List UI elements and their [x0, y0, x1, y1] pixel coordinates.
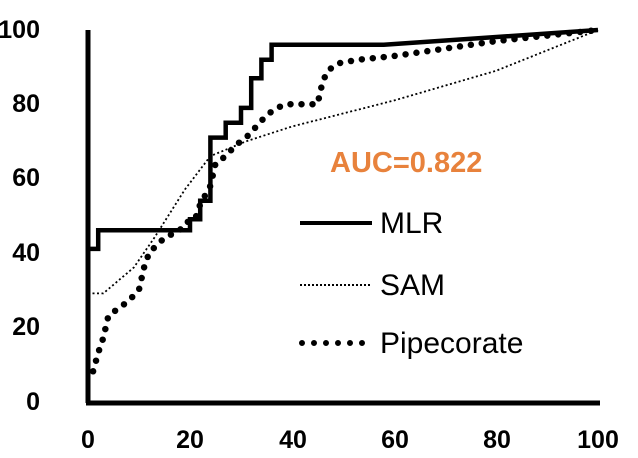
y-tick-label-60: 60	[12, 164, 40, 192]
x-tick-label-40: 40	[279, 426, 307, 454]
y-tick-label-40: 40	[12, 239, 40, 267]
y-axis: 0 20 40 60 80 100	[0, 16, 91, 416]
series-pipecorate-line	[89, 26, 602, 375]
y-tick-label-0: 0	[26, 388, 40, 416]
x-tick-label-100: 100	[577, 426, 619, 454]
legend: MLR SAM Pipecorate	[299, 207, 523, 360]
x-tick-label-80: 80	[483, 426, 511, 454]
auc-annotation: AUC=0.822	[330, 147, 482, 179]
series-layer	[88, 26, 602, 375]
y-tick-label-20: 20	[12, 313, 40, 341]
series-sam-line	[88, 29, 599, 295]
x-tick-label-20: 20	[176, 426, 204, 454]
series-mlr-line	[88, 27, 599, 252]
legend-label-mlr: MLR	[380, 207, 443, 240]
y-tick-label-100: 100	[0, 16, 40, 44]
legend-item-sam: SAM	[300, 269, 445, 302]
legend-label-sam: SAM	[380, 269, 445, 302]
x-tick-label-0: 0	[81, 426, 95, 454]
x-tick-label-60: 60	[381, 426, 409, 454]
legend-item-mlr: MLR	[300, 207, 443, 240]
x-axis: 0 20 40 60 80 100	[81, 400, 619, 454]
legend-item-pipecorate: Pipecorate	[299, 327, 523, 360]
legend-label-pipecorate: Pipecorate	[380, 327, 523, 360]
y-tick-label-80: 80	[12, 90, 40, 118]
